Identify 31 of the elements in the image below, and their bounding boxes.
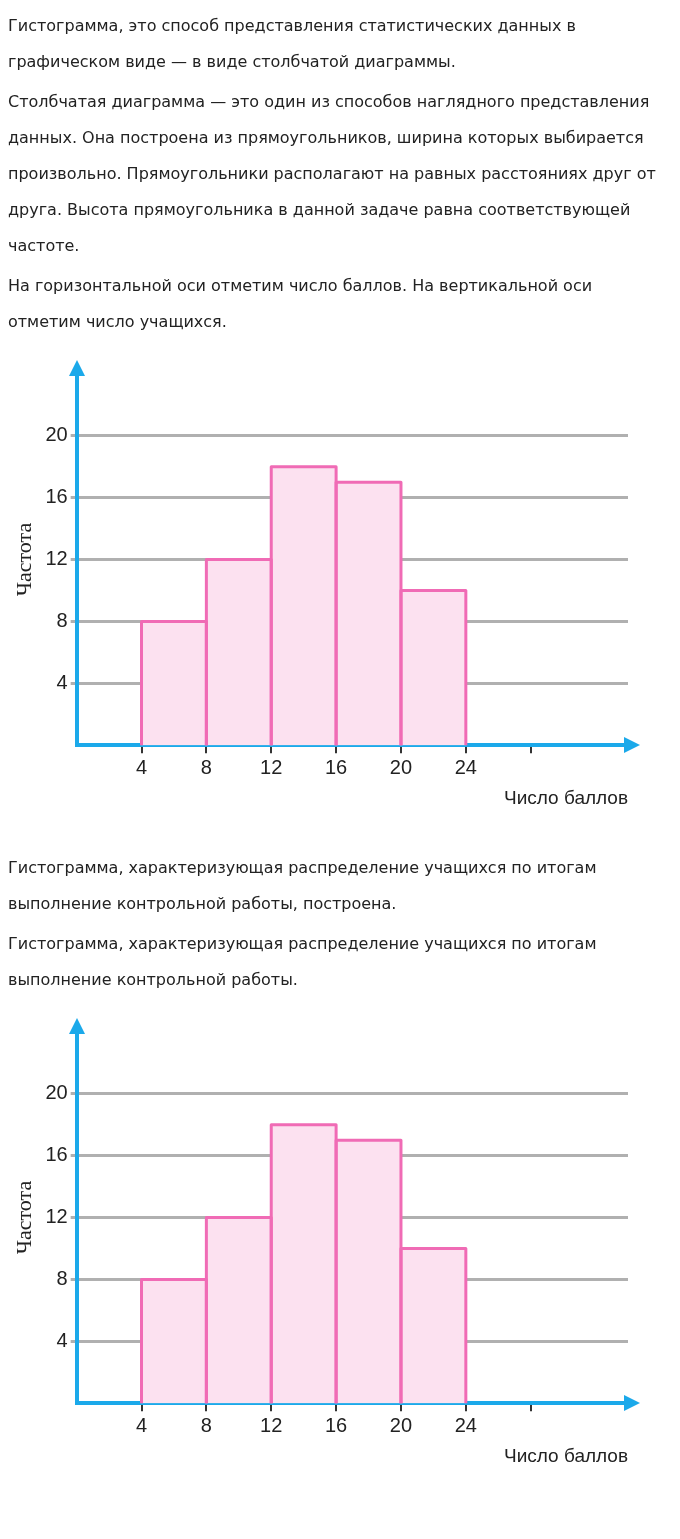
y-axis-title: Частота [10,522,36,597]
x-tick-label: 20 [389,1413,413,1436]
y-tick-label: 4 [56,670,68,693]
text: Гистограмма, характеризующая распределение учащихся по итогам выполнение контрольной работы, построена. [8,857,598,915]
x-tick-label: 16 [324,1413,348,1436]
text: На горизонтальной оси отметим число баллов. На вертикальной оси отметим число учащихся. [8,275,594,333]
x-tick-label: 4 [135,1413,148,1436]
x-tick-label: 24 [454,755,477,778]
y-tick-label: 20 [45,1081,68,1104]
y-tick-label: 12 [45,547,68,570]
y-tick-label: 8 [56,1266,68,1289]
x-axis-title: Число баллов [504,786,628,808]
text: Столбчатая диаграмма — это один из способов наглядного представления данных. Она построена из прямоугольников, ширина которых выбирается произвольно. Прямоугольники располагают на равных расстояниях друг от друга. Высота прямоугольника в данной задаче равна соответствующей частоте. [8,91,657,257]
x-tick-label: 16 [324,755,348,778]
x-tick-label: 4 [135,755,148,778]
x-tick-label: 8 [200,755,212,778]
y-tick-label: 4 [56,1328,68,1351]
y-tick-label: 20 [45,423,68,446]
y-tick-label: 12 [45,1205,68,1228]
x-tick-label: 8 [200,1413,212,1436]
y-tick-label: 16 [45,1143,68,1166]
y-tick-label: 8 [56,608,68,631]
text: Гистограмма, это способ представления статистических данных в графическом виде — в виде столбчатой диаграммы. [8,15,577,73]
x-tick-label: 12 [260,1413,283,1436]
x-axis-title: Число баллов [504,1444,628,1466]
text: Гистограмма, характеризующая распределение учащихся по итогам выполнение контрольной работы. [8,933,598,991]
y-tick-label: 16 [45,485,68,508]
x-tick-label: 24 [454,1413,477,1436]
y-axis-title: Частота [10,1180,36,1255]
x-tick-label: 20 [389,755,413,778]
x-tick-label: 12 [260,755,283,778]
